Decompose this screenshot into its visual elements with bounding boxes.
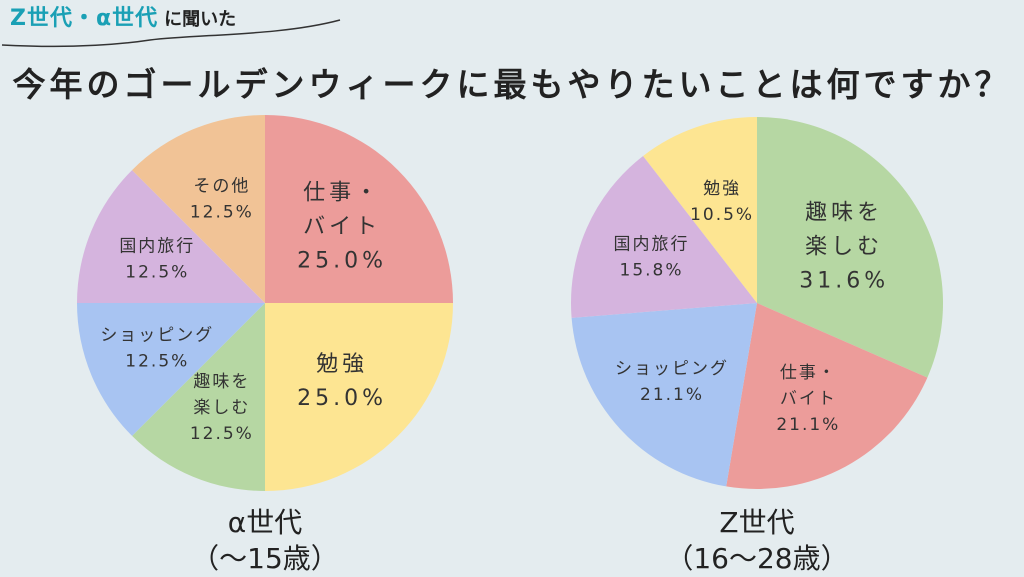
slice-label-z-4: 勉強 10.5% [690,179,754,225]
header-underline-curve [1,19,341,48]
z-generation-caption: Z世代 （16〜28歳） [627,505,887,577]
slice-label-z-1: 仕事・バイト 21.1% [776,363,840,435]
pie-slice-alpha-5 [132,115,265,303]
pie-slice-alpha-4 [77,170,265,303]
slice-label-alpha-1: 勉強 25.0% [297,352,387,411]
pie-slice-alpha-0 [265,115,453,303]
chart-subtitle-alpha: （〜15歳） [191,542,339,575]
pie-slice-alpha-3 [77,303,265,436]
slice-label-alpha-3: ショッピング 12.5% [100,326,214,372]
pie-slice-z-2 [571,303,757,487]
pie-slice-z-0 [757,117,943,378]
slice-label-alpha-2: 趣味を楽しむ 12.5% [190,372,254,444]
page-title: 今年のゴールデンウィークに最もやりたいことは何ですか？ [12,65,1012,104]
header-tag: Z世代・α世代 に聞いた [10,0,236,40]
slice-label-z-2: ショッピング 21.1% [615,359,729,405]
slice-label-alpha-0: 仕事・バイト 25.0% [297,181,387,274]
pie-slice-alpha-1 [265,303,453,491]
slice-label-alpha-5: その他 12.5% [190,177,254,223]
slice-label-alpha-4: 国内旅行 12.5% [119,236,195,282]
chart-name-alpha: α世代 [227,506,303,539]
chart-name-z: Z世代 [719,506,795,539]
slice-label-z-0: 趣味を楽しむ 31.6% [799,201,889,294]
chart-subtitle-z: （16〜28歳） [665,542,849,575]
pie-slice-z-1 [726,303,928,489]
header-tag-asked: に聞いた [164,9,237,30]
slice-label-z-3: 国内旅行 15.8% [614,234,690,280]
pie-slice-z-4 [643,117,757,303]
pie-slice-alpha-2 [132,303,265,491]
alpha-generation-caption: α世代 （〜15歳） [135,505,395,577]
pie-slice-z-3 [571,155,757,318]
header-tag-generations: Z世代・α世代 [10,6,159,31]
